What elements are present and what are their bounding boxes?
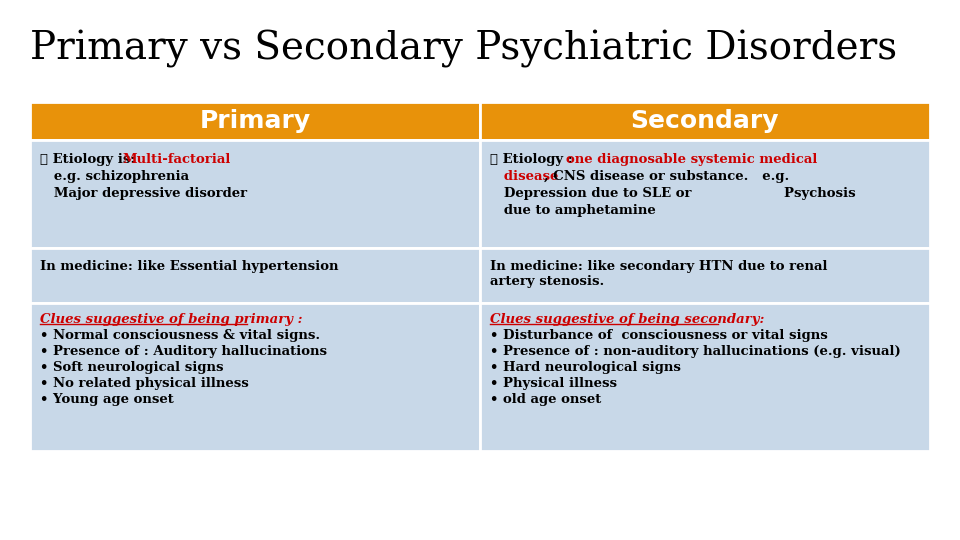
FancyBboxPatch shape [30, 248, 480, 303]
Text: • Presence of : non-auditory hallucinations (e.g. visual): • Presence of : non-auditory hallucinati… [490, 345, 900, 358]
FancyBboxPatch shape [480, 140, 930, 248]
Text: e.g. schizophrenia: e.g. schizophrenia [40, 170, 189, 183]
Text: Multi-factorial: Multi-factorial [122, 153, 230, 166]
FancyBboxPatch shape [30, 303, 480, 451]
FancyBboxPatch shape [30, 102, 480, 140]
Text: In medicine: like Essential hypertension: In medicine: like Essential hypertension [40, 260, 339, 273]
Text: • Physical illness: • Physical illness [490, 377, 617, 390]
Text: In medicine: like secondary HTN due to renal
artery stenosis.: In medicine: like secondary HTN due to r… [490, 260, 828, 288]
Text: • Presence of : Auditory hallucinations: • Presence of : Auditory hallucinations [40, 345, 327, 358]
Text: disease: disease [490, 170, 559, 183]
FancyBboxPatch shape [30, 140, 480, 248]
Text: one diagnosable systemic medical: one diagnosable systemic medical [566, 153, 817, 166]
Text: Depression due to SLE or                    Psychosis: Depression due to SLE or Psychosis [490, 187, 855, 200]
Text: • Disturbance of  consciousness or vital signs: • Disturbance of consciousness or vital … [490, 329, 828, 342]
Text: Clues suggestive of being primary :: Clues suggestive of being primary : [40, 313, 302, 326]
Text: Primary vs Secondary Psychiatric Disorders: Primary vs Secondary Psychiatric Disorde… [30, 30, 898, 68]
Text: • Soft neurological signs: • Soft neurological signs [40, 361, 224, 374]
Text: • Normal consciousness & vital signs.: • Normal consciousness & vital signs. [40, 329, 320, 342]
Text: Major depressive disorder: Major depressive disorder [40, 187, 247, 200]
Text: Clues suggestive of being secondary:: Clues suggestive of being secondary: [490, 313, 764, 326]
Text: Primary: Primary [200, 109, 311, 133]
FancyBboxPatch shape [480, 248, 930, 303]
Text: ❖ Etiology :: ❖ Etiology : [490, 153, 582, 166]
Text: • No related physical illness: • No related physical illness [40, 377, 249, 390]
Text: • old age onset: • old age onset [490, 393, 601, 406]
Text: , CNS disease or substance.   e.g.: , CNS disease or substance. e.g. [544, 170, 789, 183]
Text: • Young age onset: • Young age onset [40, 393, 174, 406]
FancyBboxPatch shape [480, 102, 930, 140]
Text: due to amphetamine: due to amphetamine [490, 204, 656, 217]
Text: ❖ Etiology is:: ❖ Etiology is: [40, 153, 140, 166]
Text: • Hard neurological signs: • Hard neurological signs [490, 361, 681, 374]
Text: Secondary: Secondary [631, 109, 780, 133]
FancyBboxPatch shape [480, 303, 930, 451]
